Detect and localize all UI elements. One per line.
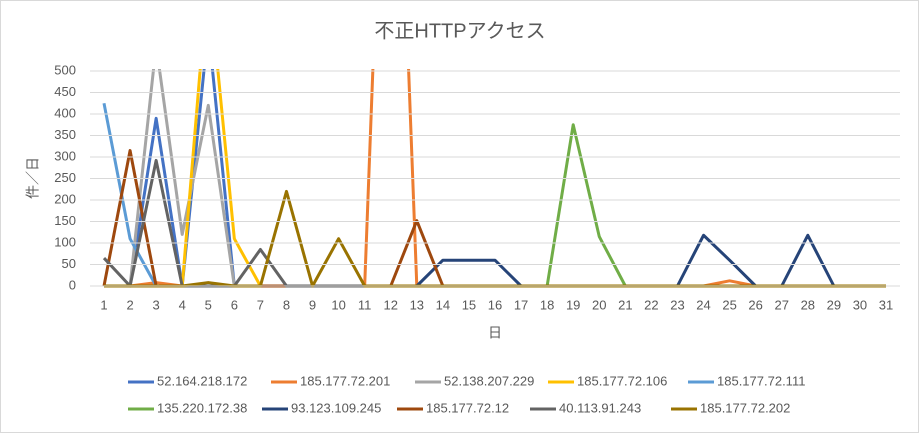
x-tick-label: 22 (644, 297, 658, 312)
x-tick-label: 21 (618, 297, 632, 312)
x-tick-label: 2 (126, 297, 133, 312)
x-tick-label: 19 (566, 297, 580, 312)
x-tick-label: 3 (153, 297, 160, 312)
x-tick-label: 15 (462, 297, 476, 312)
x-tick-label: 6 (231, 297, 238, 312)
x-tick-label: 25 (722, 297, 736, 312)
x-tick-label: 10 (331, 297, 345, 312)
y-tick-label: 350 (54, 127, 76, 142)
x-tick-label: 7 (257, 297, 264, 312)
x-tick-label: 17 (514, 297, 528, 312)
x-tick-label: 12 (383, 297, 397, 312)
y-tick-label: 100 (54, 234, 76, 249)
chart-title: 不正HTTPアクセス (374, 19, 545, 42)
x-tick-label: 29 (827, 297, 841, 312)
y-tick-label: 450 (54, 84, 76, 99)
legend-label: 135.220.172.38 (157, 400, 247, 415)
x-tick-label: 16 (488, 297, 502, 312)
y-tick-label: 400 (54, 105, 76, 120)
legend-label: 40.113.91.243 (559, 400, 641, 415)
x-tick-label: 27 (774, 297, 788, 312)
x-tick-label: 14 (436, 297, 450, 312)
legend-label: 93.123.109.245 (291, 400, 381, 415)
y-tick-label: 50 (62, 256, 76, 271)
x-tick-label: 23 (670, 297, 684, 312)
x-tick-label: 13 (410, 297, 424, 312)
x-tick-label: 18 (540, 297, 554, 312)
legend-label: 52.164.218.172 (157, 373, 247, 388)
x-tick-label: 5 (205, 297, 212, 312)
y-tick-label: 300 (54, 148, 76, 163)
y-tick-label: 150 (54, 213, 76, 228)
x-tick-label: 28 (801, 297, 815, 312)
x-tick-label: 30 (853, 297, 867, 312)
x-tick-label: 9 (309, 297, 316, 312)
legend-label: 185.177.72.201 (300, 373, 390, 388)
y-tick-label: 200 (54, 191, 76, 206)
x-tick-label: 8 (283, 297, 290, 312)
x-tick-label: 11 (358, 297, 372, 312)
legend-label: 185.177.72.111 (717, 373, 805, 388)
y-tick-label: 500 (54, 62, 76, 77)
x-axis-label: 日 (488, 325, 502, 341)
legend-label: 185.177.72.106 (577, 373, 667, 388)
y-tick-label: 0 (69, 277, 76, 292)
x-tick-label: 26 (748, 297, 762, 312)
x-tick-label: 4 (179, 297, 186, 312)
x-tick-label: 24 (696, 297, 710, 312)
x-tick-label: 20 (592, 297, 606, 312)
legend-label: 185.177.72.202 (700, 400, 790, 415)
y-tick-label: 250 (54, 170, 76, 185)
x-tick-label: 1 (100, 297, 107, 312)
legend-label: 52.138.207.229 (444, 373, 534, 388)
x-tick-label: 31 (879, 297, 893, 312)
legend-label: 185.177.72.12 (426, 400, 509, 415)
y-axis-label: 件／日 (25, 157, 41, 199)
